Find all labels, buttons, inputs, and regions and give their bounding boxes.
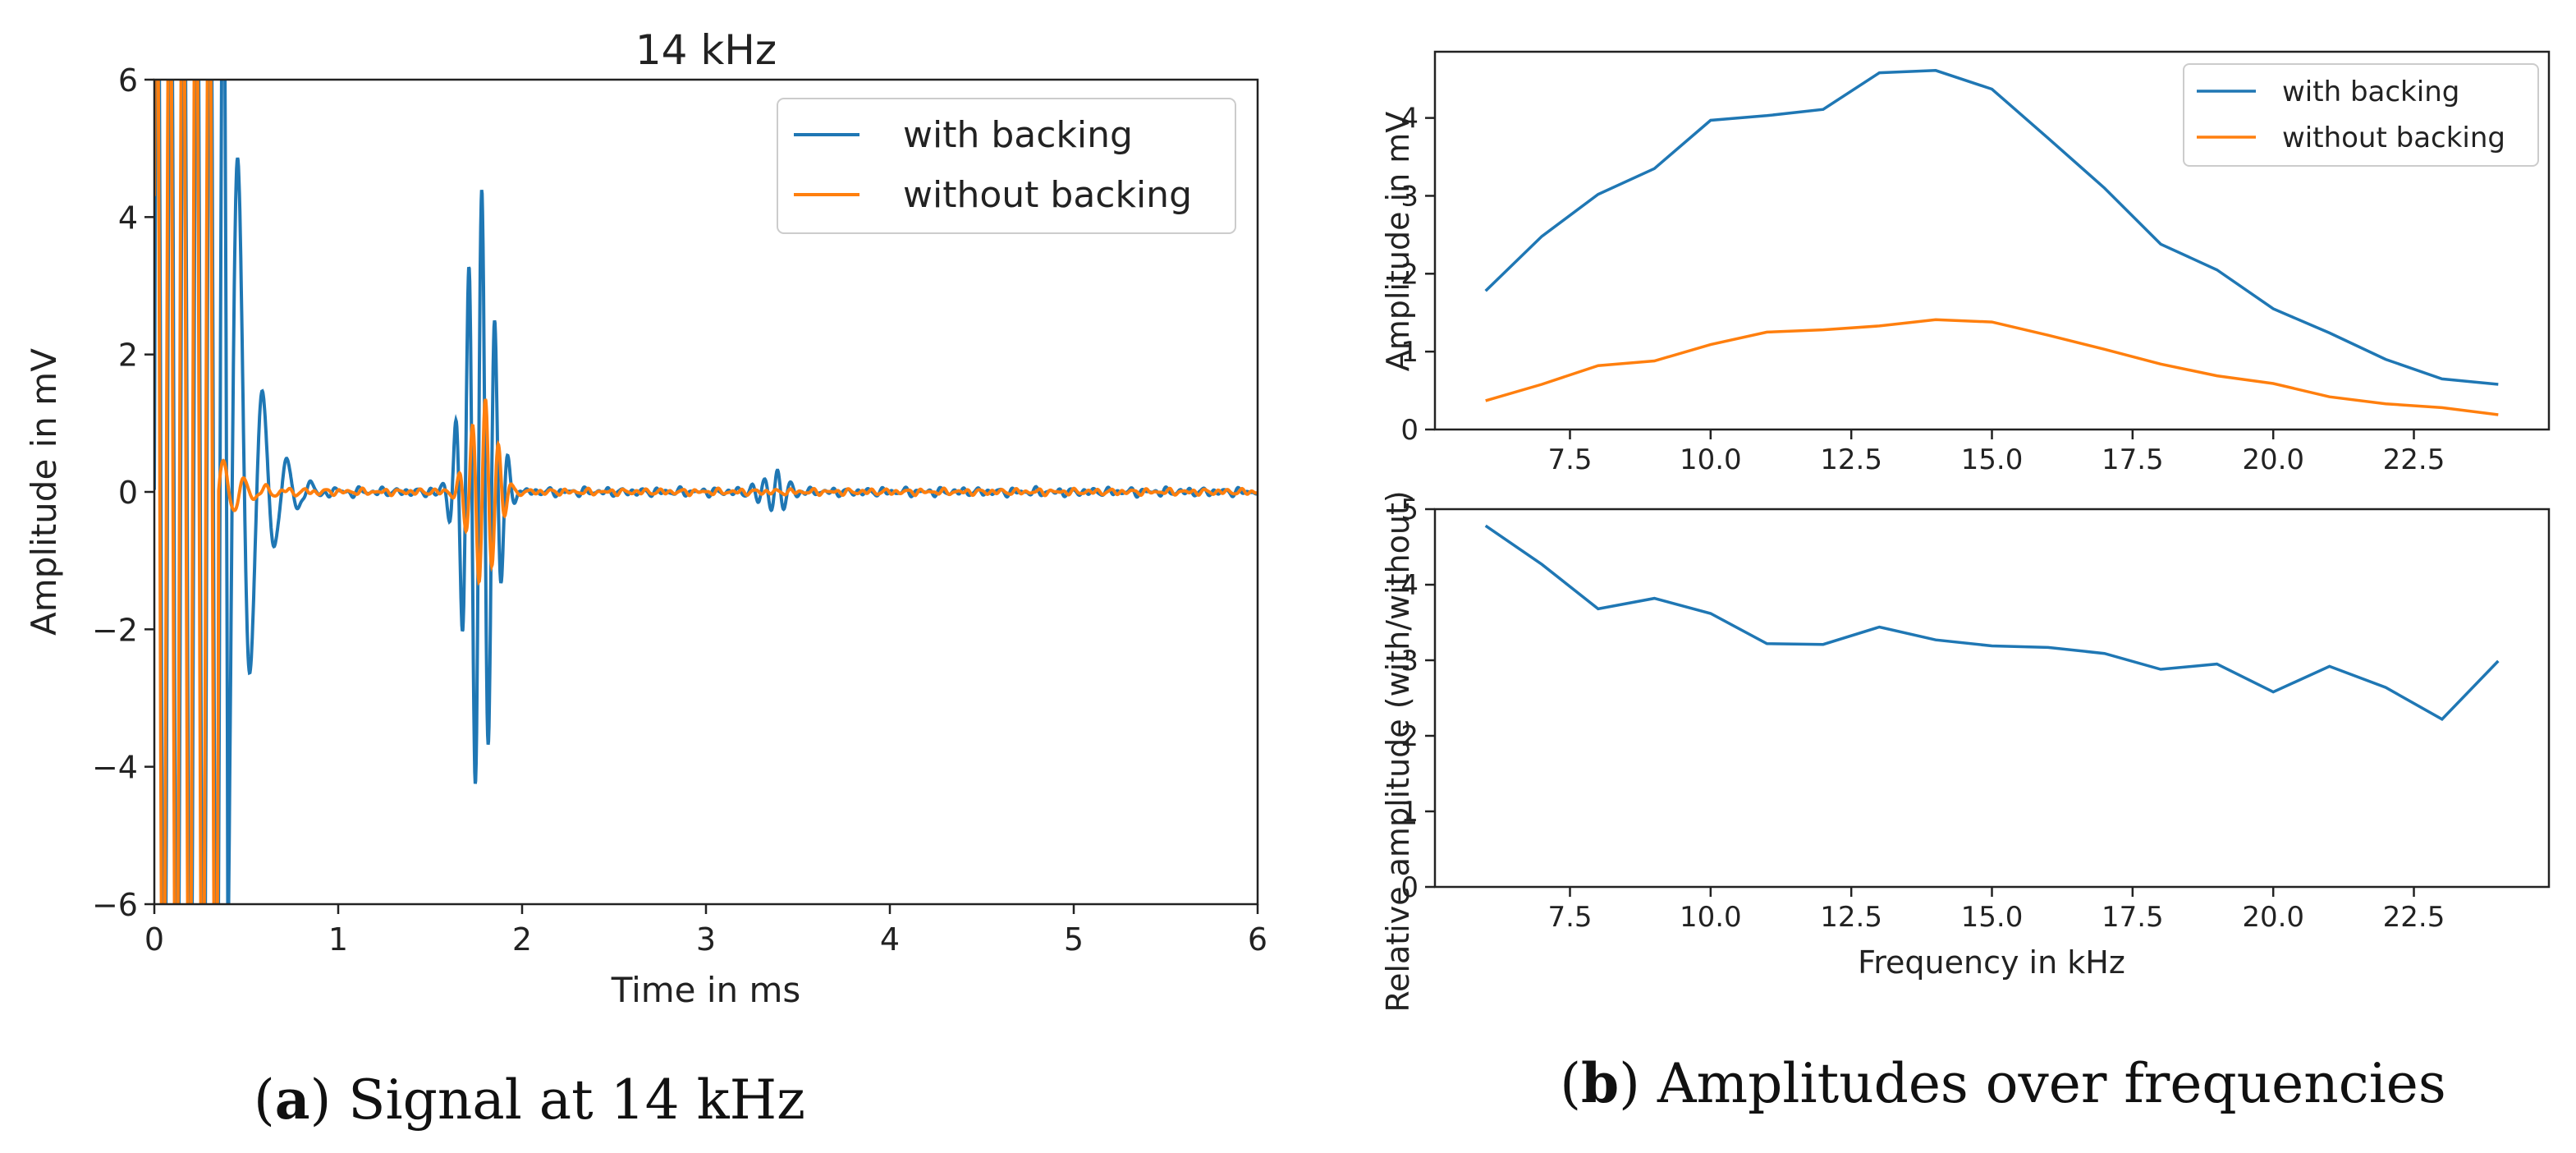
caption-b: (b) Amplitudes over frequencies [1560, 1051, 2446, 1115]
x-tick-label: 22.5 [2383, 443, 2445, 476]
y-tick-label: 6 [118, 62, 138, 99]
panel-b-legend: with backing without backing [2183, 63, 2539, 167]
panel-b-bottom-ylabel: Relative amplitude (with/without) [1380, 490, 1416, 1012]
y-tick-label: 5 [1400, 494, 1419, 526]
x-tick-label: 15.0 [1961, 901, 2024, 934]
caption-b-letter: b [1581, 1051, 1619, 1115]
y-tick-label: 3 [1400, 645, 1419, 678]
x-tick-label: 5 [1064, 921, 1084, 958]
x-tick-label: 0 [144, 921, 164, 958]
y-tick-label: 4 [118, 200, 138, 236]
panel-b-legend-box [2183, 63, 2539, 167]
x-tick-label: 7.5 [1547, 443, 1592, 476]
x-tick-label: 6 [1248, 921, 1267, 958]
x-tick-label: 12.5 [1820, 443, 1882, 476]
x-tick-label: 20.0 [2242, 443, 2304, 476]
x-tick-label: 7.5 [1547, 901, 1592, 934]
panel-b-amplitude: 7.5 10.0 12.5 15.0 17.5 20.0 22.5 0 1 2 3 4 Amplitu… [1380, 50, 2551, 476]
series-line-without-backing [1485, 318, 2499, 416]
caption-a-letter: a [275, 1068, 310, 1132]
y-tick-label: −2 [92, 612, 138, 648]
series-line-without-backing [154, 80, 1258, 904]
panel-b-legend-label-with: with backing [2282, 76, 2459, 108]
x-tick-label: 2 [512, 921, 532, 958]
panel-a-xlabel: Time in ms [611, 970, 801, 1010]
y-tick-label: 2 [1400, 258, 1419, 291]
x-tick-label: 12.5 [1820, 901, 1882, 934]
x-tick-label: 10.0 [1680, 901, 1742, 934]
x-tick-label: 15.0 [1961, 443, 2024, 476]
panel-b-bottom-ticks: 7.5 10.0 12.5 15.0 17.5 20.0 22.5 0 1 2 3 4 5 [1400, 494, 2445, 934]
panel-b-legend-label-without: without backing [2282, 122, 2505, 154]
panel-b-top-frame [1433, 50, 2551, 431]
y-tick-label: 0 [1400, 414, 1419, 447]
y-tick-label: −6 [92, 887, 138, 923]
y-tick-label: 2 [1400, 720, 1419, 753]
panel-a-title: 14 kHz [635, 26, 777, 74]
x-tick-label: 10.0 [1680, 443, 1742, 476]
x-tick-label: 17.5 [2102, 901, 2164, 934]
panel-b-relative-amplitude: 7.5 10.0 12.5 15.0 17.5 20.0 22.5 0 1 2 3 4 5 Freque… [1380, 490, 2551, 1013]
y-tick-label: 1 [1400, 796, 1419, 829]
panel-b-top-ticks: 7.5 10.0 12.5 15.0 17.5 20.0 22.5 0 1 2 3 4 [1400, 103, 2445, 476]
series-line-relative [1484, 524, 2500, 721]
y-tick-label: 0 [1400, 871, 1419, 904]
panel-b-xlabel: Frequency in kHz [1858, 944, 2125, 981]
caption-a-text: Signal at 14 kHz [331, 1068, 805, 1132]
y-tick-label: 0 [118, 475, 138, 511]
caption-a: (a) Signal at 14 kHz [254, 1068, 805, 1132]
x-tick-label: 22.5 [2383, 901, 2445, 934]
x-tick-label: 4 [880, 921, 900, 958]
series-line-with-backing [1484, 69, 2499, 386]
panel-a-legend-label-without: without backing [903, 174, 1192, 216]
panel-a-legend: with backing without backing [777, 98, 1236, 234]
y-tick-label: 3 [1400, 180, 1419, 213]
caption-b-text: Amplitudes over frequencies [1640, 1052, 2446, 1115]
x-tick-label: 3 [696, 921, 716, 958]
panel-b-bottom-frame [1433, 508, 2551, 889]
y-tick-label: 2 [118, 338, 138, 374]
x-tick-label: 17.5 [2102, 443, 2164, 476]
panel-a-gridless-ticks: 0 1 2 3 4 5 6 −6 −4 −2 0 2 4 6 [92, 62, 1267, 958]
panel-a-frame [153, 78, 1259, 906]
panel-a-legend-label-with: with backing [903, 114, 1133, 156]
x-tick-label: 1 [328, 921, 348, 958]
y-tick-label: 4 [1400, 103, 1419, 136]
panel-b-top-ylabel: Amplitude in mV [1380, 112, 1416, 372]
y-tick-label: 1 [1400, 336, 1419, 369]
panel-a-signal: 0 1 2 3 4 5 6 −6 −4 −2 0 2 4 6 14 kHz Time in ms Ampl… [24, 26, 1267, 1010]
y-tick-label: −4 [92, 750, 138, 786]
panel-a-legend-box [777, 98, 1236, 234]
y-tick-label: 4 [1400, 569, 1419, 602]
panel-a-ylabel: Amplitude in mV [24, 348, 64, 636]
x-tick-label: 20.0 [2242, 901, 2304, 934]
